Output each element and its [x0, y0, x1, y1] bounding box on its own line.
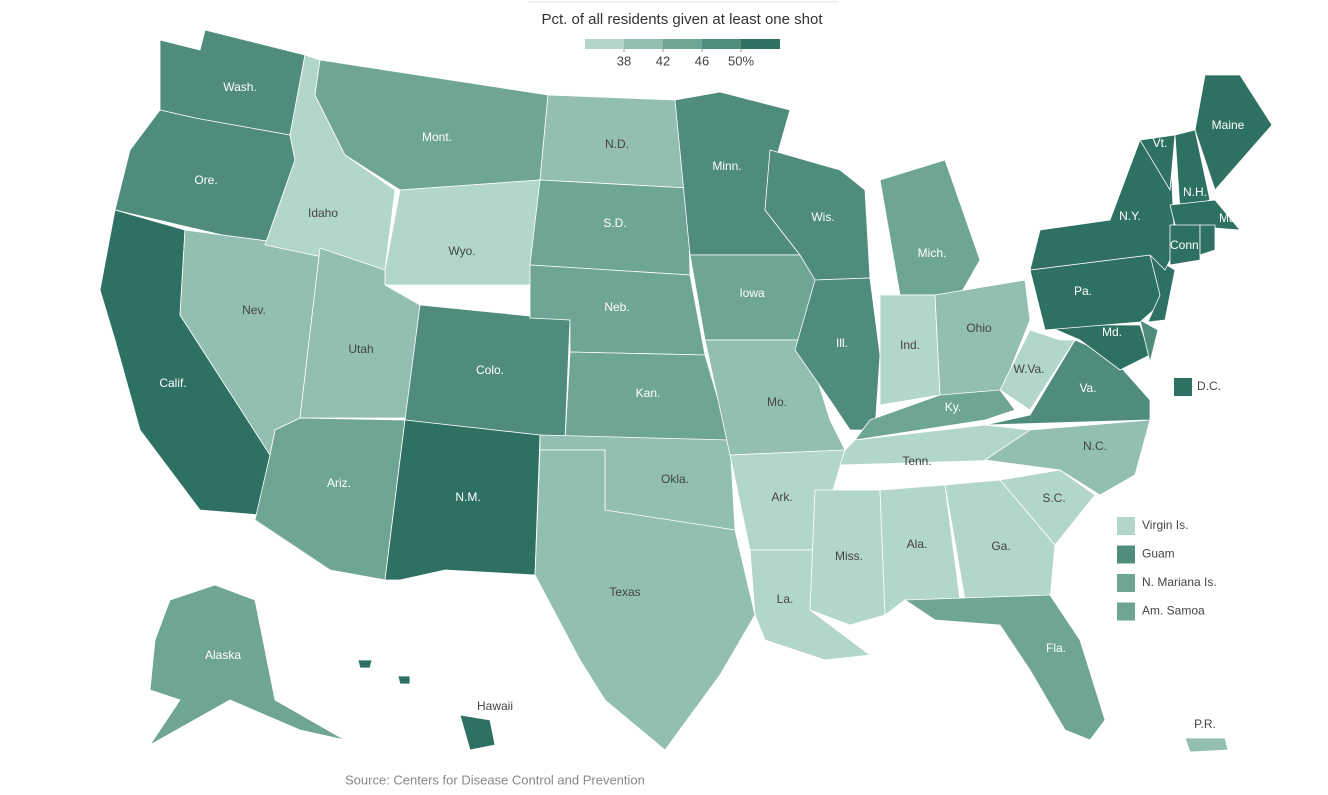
- state-shape: [944, 479, 1056, 601]
- state-shape: [1194, 74, 1273, 191]
- state-label: Texas: [609, 585, 640, 599]
- state-label: S.C.: [1042, 491, 1065, 505]
- state-label: La.: [777, 592, 794, 606]
- state-shape: [1169, 199, 1241, 231]
- territory-swatch: [1117, 545, 1135, 564]
- state-shape: [149, 584, 346, 746]
- state-shape: [384, 179, 541, 286]
- state-label: Colo.: [476, 363, 504, 377]
- state-label: N.C.: [1083, 439, 1107, 453]
- state-shape: [1174, 129, 1211, 211]
- state-shape: [1139, 134, 1176, 192]
- state-label: Neb.: [604, 300, 629, 314]
- state-shape: [254, 417, 406, 581]
- state-label: Wis.: [811, 210, 834, 224]
- state-label: Ky.: [945, 400, 961, 414]
- state-label: N.D.: [605, 137, 629, 151]
- state-label: Mass.: [1219, 211, 1251, 225]
- state-label: Md.: [1102, 325, 1122, 339]
- state-label: N.H.: [1183, 185, 1207, 199]
- legend-tick-label: 46: [695, 53, 709, 68]
- state-shape: [397, 675, 411, 685]
- state-label: Conn.: [1170, 238, 1202, 252]
- state-label: Kan.: [636, 386, 661, 400]
- legend-tick-label: 50%: [728, 53, 754, 68]
- legend-swatch: [741, 39, 780, 49]
- state-label: Idaho: [308, 206, 338, 220]
- territory-label: Guam: [1142, 547, 1175, 561]
- state-swatch: [1174, 378, 1192, 396]
- state-shape: [1139, 319, 1159, 363]
- state-label: S.D.: [603, 216, 626, 230]
- legend-swatch: [585, 39, 624, 49]
- territory-label: Am. Samoa: [1142, 604, 1205, 618]
- state-shape: [809, 489, 886, 626]
- state-label: Tenn.: [902, 454, 931, 468]
- state-label: Ohio: [966, 321, 992, 335]
- state-label: Nev.: [242, 303, 266, 317]
- state-label: Ore.: [194, 173, 217, 187]
- state-label: N.J.: [1170, 297, 1191, 311]
- state-label: Del.: [1158, 337, 1179, 351]
- legend-title: Pct. of all residents given at least one…: [542, 11, 824, 28]
- state-label: Mont.: [422, 130, 452, 144]
- state-shape: [983, 419, 1151, 496]
- state-label: Ga.: [991, 539, 1010, 553]
- state-shape: [534, 449, 756, 751]
- state-label: Mich.: [918, 246, 947, 260]
- territory-swatch: [1117, 574, 1135, 592]
- territory-swatch: [1117, 602, 1135, 621]
- state-shape: [459, 714, 496, 751]
- state-shape: [999, 469, 1096, 546]
- legend-swatch: [702, 39, 741, 49]
- state-label: Wyo.: [448, 244, 475, 258]
- state-label: Miss.: [835, 549, 863, 563]
- state-shape: [1184, 737, 1229, 753]
- state-shape: [1169, 224, 1201, 266]
- state-shape: [934, 279, 1031, 396]
- state-shape: [903, 594, 1106, 741]
- state-shape: [1044, 324, 1151, 371]
- state-label: N.Y.: [1119, 209, 1141, 223]
- legend-tick-label: 38: [617, 53, 631, 68]
- state-label: Minn.: [712, 159, 741, 173]
- state-label: Hawaii: [477, 699, 513, 713]
- state-label: Vt.: [1153, 136, 1168, 150]
- state-shape: [1199, 224, 1216, 256]
- state-label: Maine: [1212, 118, 1245, 132]
- state-label: D.C.: [1197, 379, 1221, 393]
- state-label: Ind.: [900, 338, 920, 352]
- state-label: Okla.: [661, 472, 689, 486]
- territory-label: N. Mariana Is.: [1142, 575, 1217, 589]
- legend-tick-label: 42: [656, 53, 670, 68]
- legend-swatch: [663, 39, 702, 49]
- territory-label: Virgin Is.: [1142, 518, 1188, 532]
- state-label: Iowa: [739, 286, 765, 300]
- state-label: P.R.: [1194, 717, 1216, 731]
- state-label: Pa.: [1074, 284, 1092, 298]
- state-label: Calif.: [159, 376, 186, 390]
- state-label: Mo.: [767, 395, 787, 409]
- state-shape: [357, 659, 373, 669]
- state-label: R.I.: [1213, 250, 1232, 264]
- state-label: Utah: [348, 342, 373, 356]
- state-label: Fla.: [1046, 641, 1066, 655]
- state-label: W.Va.: [1013, 362, 1044, 376]
- state-label: Ill.: [836, 336, 848, 350]
- state-label: Ala.: [907, 537, 928, 551]
- state-shape: [879, 159, 981, 296]
- state-label: N.M.: [455, 490, 480, 504]
- state-label: Ark.: [771, 490, 792, 504]
- state-shape: [999, 329, 1076, 411]
- legend-swatch: [624, 39, 663, 49]
- state-shape: [1147, 254, 1176, 323]
- territory-swatch: [1117, 517, 1135, 535]
- state-label: Alaska: [205, 648, 241, 662]
- state-label: Wash.: [223, 80, 257, 94]
- state-label: Va.: [1079, 381, 1096, 395]
- state-label: Ariz.: [327, 476, 351, 490]
- source: Source: Centers for Disease Control and …: [345, 772, 645, 787]
